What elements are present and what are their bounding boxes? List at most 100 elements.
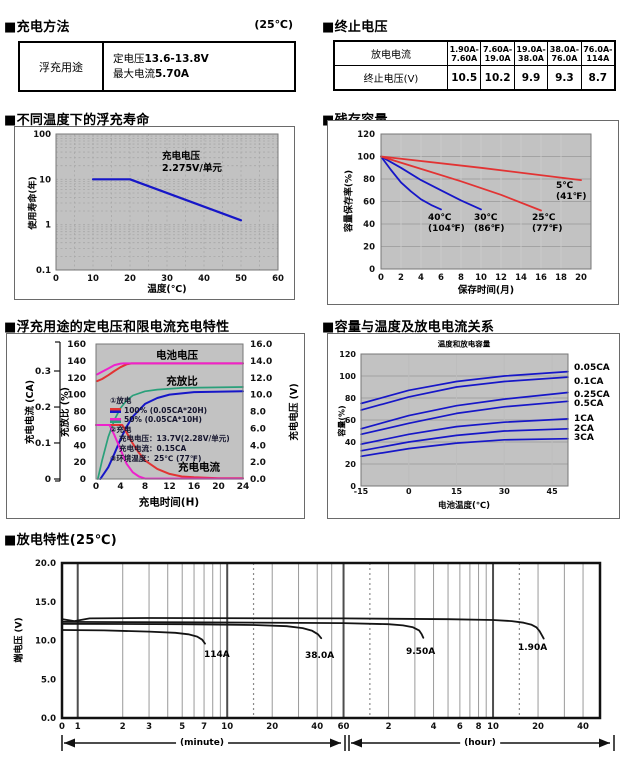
svg-text:100: 100 (33, 130, 51, 140)
hour-axis-label: (hour) (460, 738, 500, 748)
temp-label: ③环境温度： (110, 453, 154, 463)
x-axis-label: 保存时间(月) (457, 285, 515, 296)
svg-text:160: 160 (67, 340, 86, 350)
svg-text:20: 20 (363, 243, 375, 253)
svg-text:4: 4 (431, 722, 437, 732)
svg-text:16: 16 (535, 273, 547, 283)
svg-text:40: 40 (345, 438, 357, 447)
temp-value: 25℃ (77℉) (153, 453, 202, 463)
svg-text:0: 0 (378, 273, 384, 283)
svg-text:2: 2 (120, 722, 126, 732)
svg-text:24: 24 (237, 482, 250, 492)
current-range-cell: 38.0A- 76.0A (548, 42, 582, 65)
y-axis-label: 使用寿命(年) (28, 176, 39, 230)
max-current-value: 5.70A (155, 67, 190, 80)
time-axis-arrows (61, 735, 615, 751)
temp-f: (41℉) (556, 192, 587, 202)
charge-ratio-annotation: 充放比 (166, 375, 198, 388)
svg-text:6.0: 6.0 (250, 424, 266, 434)
current-range-cell: 1.90A- 7.60A (448, 42, 482, 65)
curve-label-025ca: 0.25CA (574, 390, 610, 400)
svg-text:10.0: 10.0 (35, 637, 56, 647)
svg-text:0: 0 (406, 487, 412, 496)
svg-text:60: 60 (338, 722, 350, 732)
svg-text:12.0: 12.0 (250, 374, 272, 384)
curve-label-01ca: 0.1CA (574, 377, 604, 387)
max-current-label: 最大电流 (113, 67, 155, 80)
discharge-chart-panel: 0 1 2 3 5 7 10 20 40 60 2 4 6 8 10 20 40 0.0 5.0 10.0 15.0 20… (0, 555, 623, 757)
temp-c: 40℃ (428, 213, 452, 223)
svg-text:10.0: 10.0 (250, 391, 272, 401)
svg-text:0: 0 (350, 482, 356, 491)
svg-text:18: 18 (555, 273, 567, 283)
legend-50pct-row: 50% (0.05CA*10H) (110, 415, 230, 425)
svg-text:0.1: 0.1 (36, 266, 51, 276)
svg-text:60: 60 (363, 198, 375, 208)
legend-charge-header: ②充电 (110, 424, 132, 434)
table-row-label: 浮充用途 (20, 43, 104, 90)
curve-label-30c: 30℃ (86℉) (474, 213, 505, 235)
range-bottom: 114A (586, 53, 610, 63)
svg-text:6: 6 (457, 722, 463, 732)
svg-text:-15: -15 (354, 487, 369, 496)
range-top: 7.60A- (482, 44, 513, 54)
curve-label-114a: 114A (204, 650, 230, 660)
svg-text:40: 40 (577, 722, 589, 732)
legend-ambient-temp: ③环境温度：25℃ (77℉) (110, 454, 230, 464)
svg-text:20: 20 (575, 273, 587, 283)
svg-text:120: 120 (339, 350, 356, 359)
svg-text:0.0: 0.0 (250, 475, 266, 485)
svg-text:80: 80 (363, 175, 375, 185)
cv-value: 13.7V(2.28V/单元) (156, 434, 230, 444)
svg-text:20.0: 20.0 (35, 559, 56, 569)
svg-text:20: 20 (73, 458, 86, 468)
legend-discharge-header: ①放电 (110, 396, 132, 405)
svg-text:100: 100 (67, 391, 86, 401)
svg-text:4: 4 (418, 273, 424, 283)
svg-text:40: 40 (73, 441, 86, 451)
svg-text:15.0: 15.0 (35, 598, 56, 608)
temp-f: (77℉) (532, 224, 563, 234)
table-cell-charging-values: 定电压13.6-13.8V 最大电流5.70A (104, 43, 294, 90)
y-axis-label-pct: 充放比 (%) (60, 386, 71, 438)
capacity-temperature-title: ■容量与温度及放电电流关系 (322, 320, 495, 335)
svg-text:1: 1 (75, 722, 81, 732)
svg-text:2: 2 (398, 273, 404, 283)
svg-text:8.0: 8.0 (250, 408, 266, 418)
svg-text:0: 0 (45, 475, 51, 485)
svg-text:3: 3 (146, 722, 152, 732)
svg-text:7: 7 (201, 722, 207, 732)
curve-label-25c: 25℃ (77℉) (532, 213, 563, 235)
svg-text:60: 60 (345, 416, 357, 425)
svg-text:0: 0 (93, 482, 99, 492)
range-top: 38.0A- (549, 44, 580, 54)
cutoff-voltage-table: 放电电流 1.90A- 7.60A 7.60A- 19.0A 19.0A- 38.0A 38… (333, 40, 616, 91)
range-top: 1.90A- (449, 44, 479, 54)
svg-text:5.0: 5.0 (41, 675, 56, 685)
float-life-chart-panel: 0 10 20 30 40 50 60 0.1 1 10 100 充电电压 2.275V/单元 使用… (14, 126, 295, 300)
discharge-current-ranges: 1.90A- 7.60A 7.60A- 19.0A 19.0A- 38.0A 38.0A- 7… (448, 42, 614, 65)
curve-label-005ca: 0.05CA (574, 363, 610, 373)
constant-voltage-label: 定电压 (113, 52, 145, 65)
svg-text:20: 20 (266, 722, 278, 732)
swatch-50pct (110, 417, 121, 423)
cv-label: 充电电压： (119, 434, 157, 444)
range-bottom: 38.0A (518, 53, 544, 63)
svg-text:140: 140 (67, 357, 86, 367)
curve-label-3ca: 3CA (574, 433, 594, 443)
curve-label-1ca: 1CA (574, 414, 594, 424)
range-top: 19.0A- (516, 44, 546, 54)
svg-text:10: 10 (39, 175, 51, 185)
temp-f: (86℉) (474, 224, 505, 234)
legend-50pct-label: 50% (0.05CA*10H) (124, 415, 202, 425)
cutoff-value-cell: 9.3 (548, 66, 582, 89)
current-range-cell: 7.60A- 19.0A (481, 42, 515, 65)
charging-method-title: ■充电方法 (4, 20, 70, 35)
range-bottom: 19.0A (484, 53, 511, 63)
svg-text:0: 0 (80, 475, 86, 485)
cc-label: 充电电流： (119, 443, 157, 453)
svg-text:0.3: 0.3 (35, 367, 51, 377)
y-axis-label-voltage: 充电电压 (V) (289, 383, 300, 441)
